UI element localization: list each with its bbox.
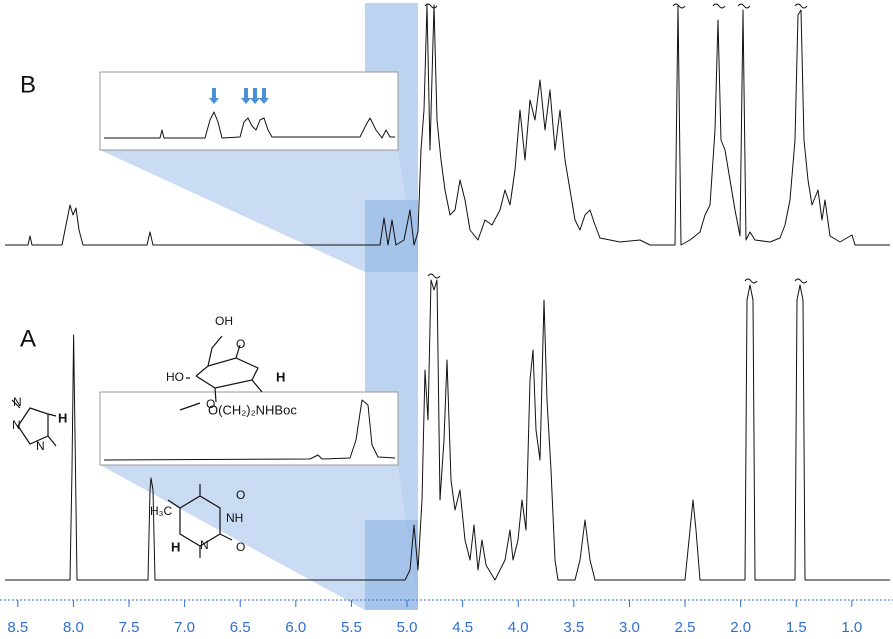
annotation: O — [236, 488, 245, 502]
inset-a-trace — [103, 399, 396, 461]
annotation: HO — [166, 370, 184, 384]
x-tick-label: 6.0 — [285, 619, 306, 636]
x-tick-label: 8.0 — [63, 619, 84, 636]
x-tick-label: 3.0 — [619, 619, 640, 636]
annotation: O — [236, 540, 245, 554]
annotation: O — [206, 397, 215, 411]
annotation: H — [171, 539, 180, 554]
annotation: A — [20, 325, 36, 352]
annotation: H — [276, 369, 285, 384]
annotation: O(CH₂)₂NHBoc — [208, 402, 297, 417]
mannose-ring — [179, 335, 263, 411]
x-tick-label: 2.5 — [675, 619, 696, 636]
break-mark — [424, 3, 808, 284]
x-tick-label: 2.0 — [730, 619, 751, 636]
annotation: N — [13, 395, 22, 409]
x-tick-label: 4.5 — [452, 619, 473, 636]
spectrum-b — [5, 4, 890, 246]
x-tick-label: 6.5 — [230, 619, 251, 636]
triazole-ring — [11, 399, 57, 447]
annotation: OH — [215, 314, 233, 328]
zoom-wedge — [100, 150, 418, 272]
annotation: N — [12, 418, 21, 432]
x-tick-label: 5.5 — [341, 619, 362, 636]
x-tick-label: 7.5 — [119, 619, 140, 636]
annotation: B — [20, 71, 36, 98]
x-tick-label: 7.0 — [174, 619, 195, 636]
x-tick-label: 5.0 — [397, 619, 418, 636]
thymine-ring — [167, 484, 233, 558]
x-tick-label: 4.0 — [508, 619, 529, 636]
highlight-overlap — [365, 520, 418, 610]
annotation: N — [200, 538, 209, 552]
annotation: O — [236, 337, 245, 351]
annotation: N — [36, 439, 45, 453]
arrow — [209, 88, 269, 104]
inset-b-trace — [104, 111, 395, 139]
x-tick-label: 8.5 — [7, 619, 28, 636]
x-tick-label: 1.0 — [841, 619, 862, 636]
zoom-wedge — [100, 465, 418, 610]
annotation: NH — [226, 511, 243, 525]
annotation: H — [58, 410, 67, 425]
inset-a — [99, 391, 399, 466]
annotation: H₃C — [150, 504, 173, 518]
x-tick-label: 1.5 — [786, 619, 807, 636]
spectrum-a — [5, 279, 890, 581]
x-tick-label: 3.5 — [563, 619, 584, 636]
